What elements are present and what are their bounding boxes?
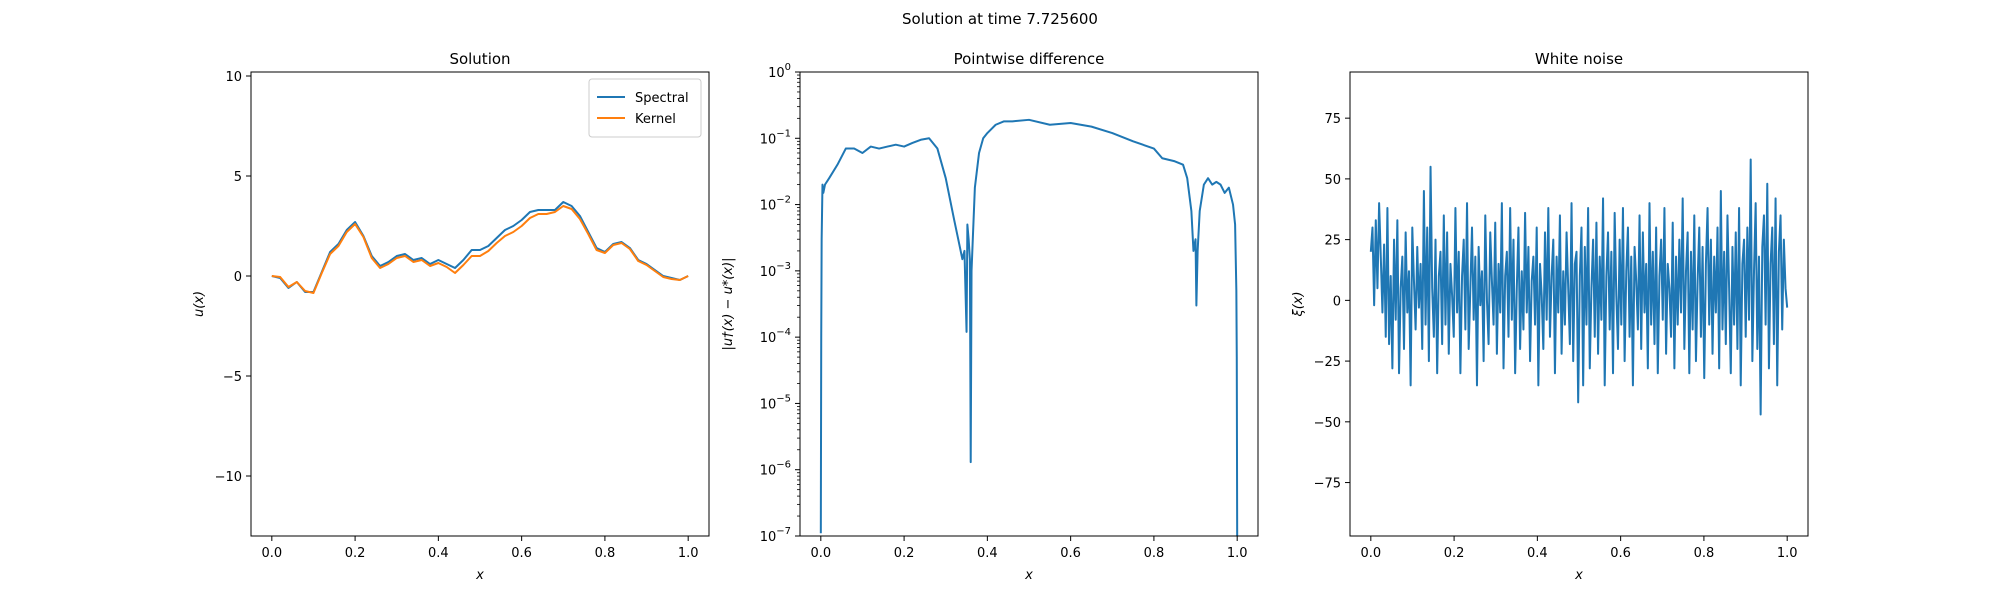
subplot-2: 0.0 0.2 0.4 0.6 0.8 1.0 10−7 10−6 10−5 10−4 10−3 10… <box>721 50 1259 583</box>
axes-frame <box>1349 71 1809 537</box>
x-tick-label: 0.8 <box>1144 546 1165 561</box>
x-tick-label: 0.0 <box>1360 546 1381 561</box>
series-line-kernel <box>271 205 689 294</box>
y-tick-label: 10−7 <box>760 526 791 545</box>
axes-frame <box>799 71 1259 537</box>
subplot-1: 0.0 0.2 0.4 0.6 0.8 1.0 −10 −5 0 5 10 Solution x u(x)… <box>192 50 710 583</box>
figure-suptitle: Solution at time 7.725600 <box>902 10 1098 28</box>
x-tick-label: 1.0 <box>678 546 699 561</box>
x-tick-label: 0.0 <box>810 546 831 561</box>
legend-box <box>588 78 702 138</box>
y-tick-label: 10−1 <box>760 128 791 147</box>
x-tick-label: 0.4 <box>428 546 449 561</box>
y-axis-label: |u†(x) − u*(x)| <box>721 257 736 350</box>
y-tick-label: 10−5 <box>760 393 791 412</box>
x-axis-label: x <box>1024 568 1033 583</box>
y-tick-label: 0 <box>234 270 242 285</box>
y-tick-label: −50 <box>1314 416 1341 431</box>
x-axis-label: x <box>475 568 484 583</box>
y-tick-label: 10−3 <box>760 261 791 280</box>
y-tick-label: 5 <box>234 170 242 185</box>
y-tick-label: −25 <box>1314 355 1341 370</box>
y-tick-label: 10−4 <box>760 327 791 346</box>
legend-label: Spectral <box>635 91 689 106</box>
x-tick-label: 0.4 <box>1527 546 1548 561</box>
subplot-title: Solution <box>449 50 510 68</box>
x-tick-label: 0.8 <box>595 546 616 561</box>
x-tick-label: 0.2 <box>1444 546 1465 561</box>
y-axis-label: ξ(x) <box>1291 291 1306 317</box>
x-tick-label: 0.6 <box>511 546 532 561</box>
legend: Spectral Kernel <box>588 78 702 138</box>
axes-frame <box>250 71 710 537</box>
y-axis-label: u(x) <box>192 291 207 317</box>
y-tick-label: 10−2 <box>760 195 791 214</box>
y-tick-label: −5 <box>223 370 242 385</box>
y-tick-label: 10−6 <box>760 460 791 479</box>
series-line-data <box>1369 158 1789 416</box>
x-tick-label: 0.6 <box>1060 546 1081 561</box>
y-tick-label: 25 <box>1324 234 1341 249</box>
x-tick-label: 0.0 <box>261 546 282 561</box>
y-tick-label: 0 <box>1333 294 1341 309</box>
y-tick-label: 10 <box>225 70 242 85</box>
x-tick-label: 0.8 <box>1694 546 1715 561</box>
x-tick-label: 0.6 <box>1610 546 1631 561</box>
x-tick-label: 0.2 <box>345 546 366 561</box>
y-tick-label: −10 <box>215 470 242 485</box>
x-tick-label: 1.0 <box>1777 546 1798 561</box>
x-tick-label: 0.2 <box>894 546 915 561</box>
subplots: 0.0 0.2 0.4 0.6 0.8 1.0−10−50510Solutionxu(x)… <box>192 50 1809 583</box>
subplot-title: Pointwise difference <box>954 50 1105 68</box>
subplot-3: 0.0 0.2 0.4 0.6 0.8 1.0 −75 −50 −25 0 25 50 75 White … <box>1291 50 1809 583</box>
y-tick-label: −75 <box>1314 477 1341 492</box>
subplot-title: White noise <box>1535 50 1623 68</box>
y-tick-label: 75 <box>1324 112 1341 127</box>
y-tick-label: 50 <box>1324 173 1341 188</box>
x-tick-label: 0.4 <box>977 546 998 561</box>
x-axis-label: x <box>1574 568 1583 583</box>
series-line-data <box>819 118 1239 536</box>
y-tick-label: 100 <box>768 62 791 81</box>
legend-label: Kernel <box>635 112 676 127</box>
x-tick-label: 1.0 <box>1227 546 1248 561</box>
